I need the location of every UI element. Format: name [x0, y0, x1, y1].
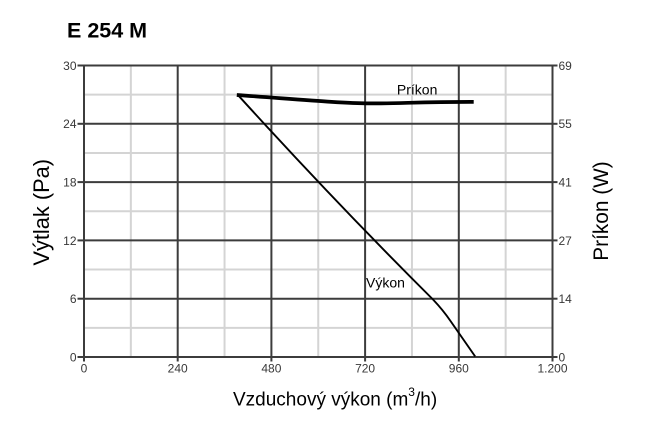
- svg-text:6: 6: [70, 292, 77, 306]
- svg-text:Výkon: Výkon: [366, 275, 405, 291]
- svg-text:720: 720: [355, 361, 375, 375]
- svg-text:27: 27: [559, 234, 573, 248]
- svg-text:14: 14: [559, 292, 573, 306]
- svg-text:1.200: 1.200: [537, 361, 567, 375]
- svg-text:24: 24: [63, 117, 77, 131]
- svg-text:Výtlak (Pa): Výtlak (Pa): [29, 159, 54, 266]
- svg-text:30: 30: [63, 59, 77, 73]
- svg-text:Príkon (W): Príkon (W): [590, 161, 613, 260]
- svg-text:18: 18: [63, 176, 77, 190]
- svg-text:12: 12: [63, 234, 77, 248]
- svg-text:55: 55: [559, 117, 573, 131]
- svg-text:480: 480: [261, 361, 281, 375]
- svg-text:240: 240: [168, 361, 188, 375]
- svg-text:Vzduchový výkon (m3/h): Vzduchový výkon (m3/h): [233, 385, 437, 411]
- svg-text:0: 0: [81, 361, 88, 375]
- svg-text:E 254 M: E 254 M: [67, 18, 147, 42]
- svg-text:960: 960: [449, 361, 469, 375]
- svg-text:69: 69: [559, 59, 573, 73]
- svg-text:41: 41: [559, 176, 573, 190]
- svg-text:0: 0: [70, 350, 77, 364]
- svg-text:0: 0: [559, 350, 566, 364]
- svg-text:Príkon: Príkon: [397, 82, 437, 98]
